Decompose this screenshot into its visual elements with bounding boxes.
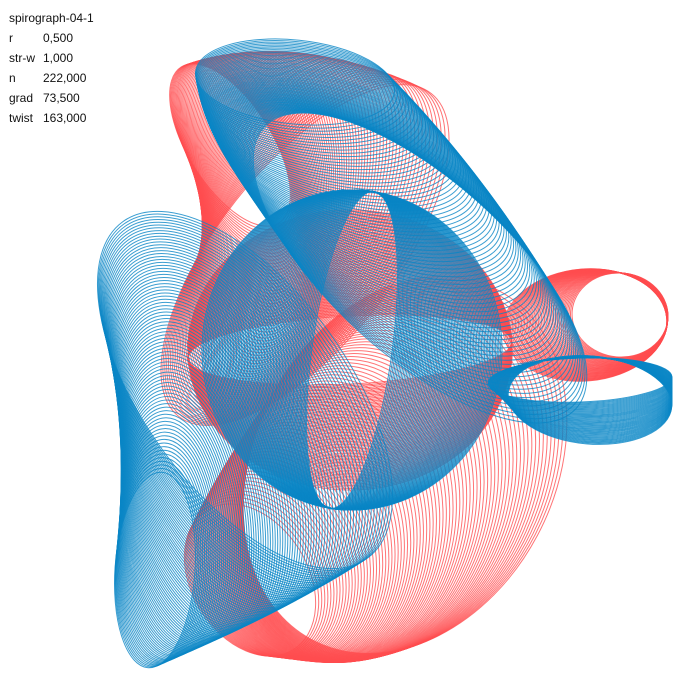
blue-lower-left-ellipse [120, 392, 239, 649]
blue-upper-lobe-ellipse [218, 94, 522, 293]
blue-upper-lobe-ellipse [208, 81, 485, 237]
blue-upper-lobe-ellipse [218, 93, 519, 289]
blue-lower-left-ellipse [118, 321, 289, 626]
blue-lower-left-ellipse [119, 331, 281, 629]
panel-title: spirograph-04-1 [9, 11, 94, 25]
blue-lower-left-ellipse [117, 314, 294, 623]
blue-lower-left-ellipse [120, 396, 237, 650]
param-row-r: r 0,500 [9, 28, 94, 48]
param-value-grad: 73,500 [43, 91, 80, 105]
blue-upper-lobe-ellipse [212, 87, 503, 263]
blue-upper-lobe-ellipse [210, 85, 495, 251]
blue-lower-left-ellipse [119, 417, 225, 656]
blue-lower-left-ellipse [120, 375, 250, 644]
blue-upper-lobe-ellipse [228, 102, 546, 337]
blue-upper-lobe-ellipse [215, 91, 512, 278]
blue-upper-lobe-ellipse [209, 83, 490, 244]
blue-lower-left-ellipse [120, 344, 271, 634]
blue-lower-left-ellipse [120, 354, 264, 637]
param-label-n: n [9, 71, 16, 85]
blue-spirograph-strokes [96, 38, 673, 669]
blue-upper-lobe-ellipse [209, 82, 488, 240]
param-row-twist: twist 163,000 [9, 108, 94, 128]
blue-lower-left-ellipse [120, 364, 257, 641]
blue-lower-left-ellipse [119, 327, 284, 628]
blue-lower-left-ellipse [120, 385, 244, 647]
blue-upper-lobe-ellipse [216, 92, 515, 282]
blue-upper-lobe-ellipse [220, 96, 526, 301]
blue-upper-lobe-ellipse [210, 84, 493, 248]
blue-upper-lobe-ellipse [211, 86, 498, 255]
param-label-grad: grad [9, 91, 34, 105]
red-right-loop-ellipse [571, 272, 669, 358]
param-row-str-w: str-w 1,000 [9, 48, 94, 68]
blue-lower-left-ellipse [120, 382, 246, 646]
blue-lower-left-ellipse [120, 361, 260, 640]
param-label-str-w: str-w [9, 51, 35, 65]
blue-lower-left-ellipse [120, 403, 233, 652]
blue-lower-left-ellipse [119, 337, 276, 632]
blue-lower-left-ellipse [120, 351, 267, 636]
parameter-panel: spirograph-04-1 r 0,500 str-w 1,000 n 22… [9, 8, 94, 128]
blue-upper-lobe-ellipse [212, 87, 500, 259]
blue-upper-lobe-ellipse [222, 97, 531, 309]
param-value-r: 0,500 [43, 31, 74, 45]
blue-lower-left-ellipse [119, 410, 229, 654]
param-label-r: r [9, 31, 13, 45]
blue-upper-lobe-ellipse [207, 79, 480, 229]
param-value-str-w: 1,000 [43, 51, 74, 65]
blue-lower-left-ellipse [120, 357, 262, 639]
param-value-n: 222,000 [43, 71, 87, 85]
blue-lower-left-ellipse [120, 399, 235, 651]
blue-lower-left-ellipse [118, 318, 291, 624]
blue-upper-lobe-ellipse [223, 98, 533, 313]
blue-upper-lobe-ellipse [219, 95, 524, 297]
param-row-n: n 222,000 [9, 68, 94, 88]
blue-upper-lobe-ellipse [226, 100, 542, 329]
blue-upper-lobe-ellipse [229, 102, 548, 341]
blue-upper-lobe-ellipse [225, 100, 540, 325]
blue-lower-left-ellipse [120, 347, 269, 635]
blue-lower-left-ellipse [118, 324, 286, 627]
blue-lower-left-ellipse [120, 368, 255, 642]
blue-upper-lobe-ellipse [227, 101, 544, 333]
blue-upper-lobe-ellipse [221, 96, 529, 305]
param-value-twist: 163,000 [43, 111, 87, 125]
blue-upper-lobe-ellipse [207, 80, 483, 233]
blue-lower-left-ellipse [120, 378, 248, 645]
blue-upper-lobe-ellipse [217, 92, 517, 285]
blue-lower-left-ellipse [119, 341, 274, 633]
blue-right-ribbon-ellipse [507, 355, 673, 445]
blue-upper-lobe-ellipse [213, 88, 505, 266]
blue-lower-left-ellipse [120, 371, 253, 643]
blue-upper-lobe-ellipse [223, 98, 535, 317]
blue-upper-lobe-ellipse [224, 99, 538, 321]
blue-upper-lobe-ellipse [215, 90, 510, 274]
param-label-twist: twist [9, 111, 33, 125]
param-row-grad: grad 73,500 [9, 88, 94, 108]
blue-lower-left-ellipse [120, 389, 242, 648]
blue-lower-left-ellipse [119, 334, 279, 631]
blue-upper-lobe-ellipse [214, 89, 507, 270]
blue-lower-left-ellipse [96, 210, 394, 570]
